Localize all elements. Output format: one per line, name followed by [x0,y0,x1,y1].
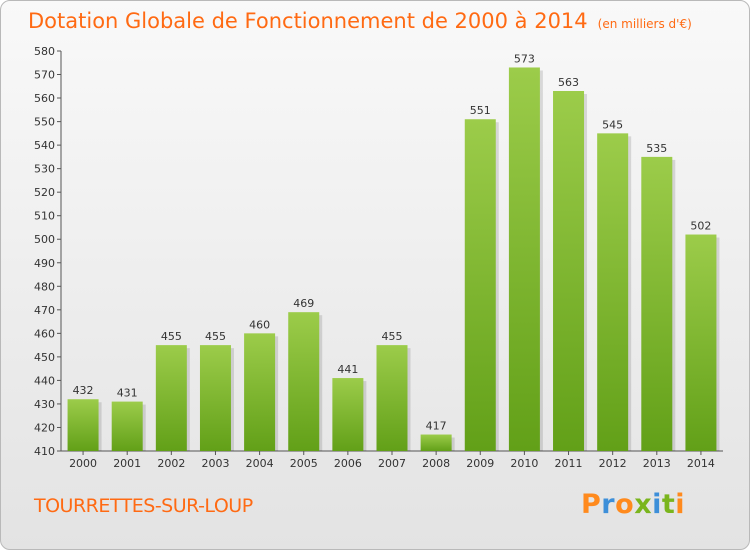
x-tick-label: 2008 [422,457,450,470]
x-tick-label: 2014 [687,457,715,470]
y-tick-label: 540 [34,139,55,152]
bar-value-label: 432 [73,384,94,397]
bar-2013 [641,156,673,451]
x-tick-label: 2002 [157,457,185,470]
x-tick-label: 2013 [643,457,671,470]
bar-value-label: 502 [690,220,711,233]
bar-value-label: 460 [249,318,270,331]
bar-2007 [376,345,408,451]
x-tick-label: 2000 [69,457,97,470]
y-tick-label: 570 [34,69,55,82]
y-tick-label: 510 [34,210,55,223]
bar-2001 [111,401,143,451]
bar-2010 [508,67,540,452]
bar-2005 [288,312,320,451]
bar-value-label: 535 [646,142,667,155]
bar-value-label: 469 [293,297,314,310]
y-tick-label: 420 [34,421,55,434]
x-tick-label: 2010 [510,457,538,470]
bar-2003 [199,345,231,451]
bar-2011 [553,91,585,451]
bar-2002 [155,345,187,451]
logo-letter: i [675,489,686,520]
y-tick-label: 450 [34,351,55,364]
commune-name: TOURRETTES-SUR-LOUP [34,495,253,517]
bar-2014 [685,234,717,451]
chart-title-text: Dotation Globale de Fonctionnement de 20… [28,9,588,33]
bar-2008 [420,434,452,451]
bar-2000 [67,399,99,451]
y-tick-label: 560 [34,92,55,105]
x-tick-label: 2003 [201,457,229,470]
x-tick-label: 2006 [334,457,362,470]
logo-letter: i [652,489,662,520]
x-tick-label: 2004 [246,457,274,470]
bar-value-label: 455 [161,330,182,343]
bar-value-label: 441 [337,363,358,376]
logo-letter: o [615,489,635,520]
bar-2004 [244,333,276,451]
bar-value-label: 573 [514,52,535,65]
bar-value-label: 563 [558,76,579,89]
y-tick-label: 500 [34,233,55,246]
y-tick-label: 480 [34,280,55,293]
y-tick-label: 470 [34,304,55,317]
bar-2006 [332,378,364,451]
bar-value-label: 431 [117,387,138,400]
logo-letter: x [634,489,653,520]
x-tick-label: 2001 [113,457,141,470]
y-tick-label: 530 [34,163,55,176]
bar-2012 [597,133,629,451]
logo-letter: r [601,489,616,520]
x-tick-label: 2005 [290,457,318,470]
chart-title: Dotation Globale de Fonctionnement de 20… [28,9,692,33]
x-tick-label: 2009 [466,457,494,470]
x-tick-label: 2011 [555,457,583,470]
y-tick-label: 430 [34,398,55,411]
y-tick-label: 580 [34,45,55,58]
x-tick-label: 2007 [378,457,406,470]
bar-value-label: 551 [470,104,491,117]
chart-unit: (en milliers d'€) [597,17,692,31]
bar-value-label: 417 [426,420,447,433]
bar-2009 [464,119,496,451]
y-tick-label: 520 [34,186,55,199]
logo-letter: t [661,489,676,520]
y-tick-label: 460 [34,327,55,340]
y-tick-label: 490 [34,257,55,270]
x-tick-label: 2012 [599,457,627,470]
y-tick-label: 410 [34,445,55,458]
bar-value-label: 455 [382,330,403,343]
bar-value-label: 455 [205,330,226,343]
bar-value-label: 545 [602,118,623,131]
logo-letter: P [581,489,602,520]
y-tick-label: 550 [34,116,55,129]
y-tick-label: 440 [34,374,55,387]
proxiti-logo: Proxiti [581,489,685,520]
